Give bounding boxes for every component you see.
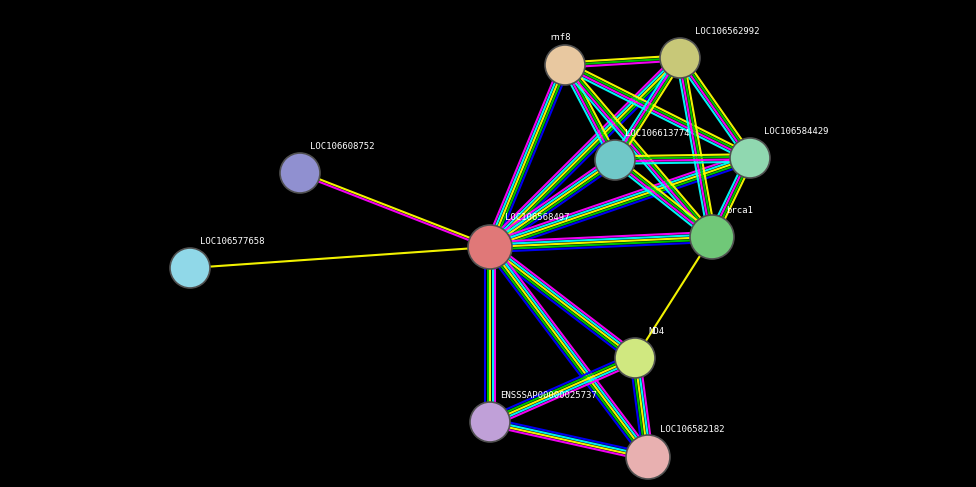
Circle shape [170, 248, 210, 288]
Text: LOC106577658: LOC106577658 [200, 237, 264, 246]
Text: ND4: ND4 [648, 327, 664, 336]
Circle shape [595, 140, 635, 180]
Text: LOC106562992: LOC106562992 [695, 27, 759, 36]
Text: ENSSSAP00000025737: ENSSSAP00000025737 [500, 391, 596, 400]
Circle shape [690, 215, 734, 259]
Circle shape [615, 338, 655, 378]
Circle shape [280, 153, 320, 193]
Circle shape [660, 38, 700, 78]
Text: brca1: brca1 [726, 206, 752, 215]
Circle shape [626, 435, 670, 479]
Circle shape [470, 402, 510, 442]
Text: LOC106568497: LOC106568497 [505, 213, 570, 222]
Text: LOC106582182: LOC106582182 [660, 425, 724, 434]
Circle shape [545, 45, 585, 85]
Circle shape [730, 138, 770, 178]
Text: LOC106584429: LOC106584429 [764, 127, 829, 136]
Text: rnf8: rnf8 [549, 33, 571, 42]
Text: LOC106613774: LOC106613774 [625, 129, 689, 138]
Circle shape [468, 225, 512, 269]
Text: LOC106608752: LOC106608752 [310, 142, 375, 151]
